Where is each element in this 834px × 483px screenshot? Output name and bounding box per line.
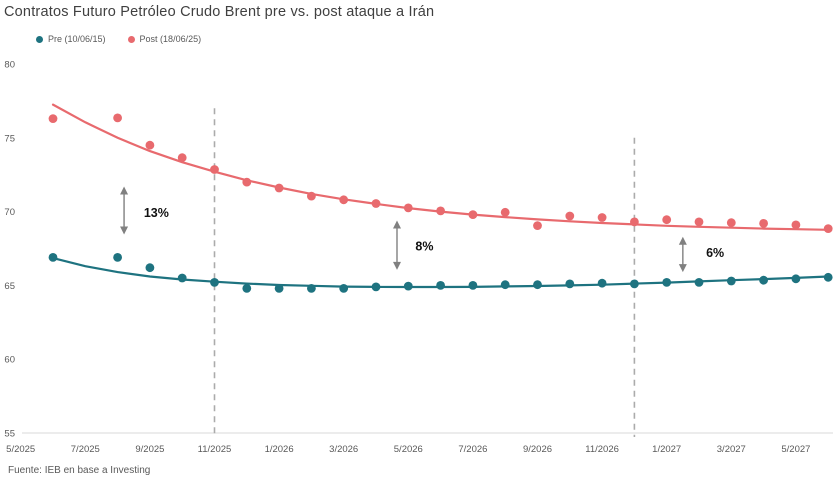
data-point-post — [630, 217, 639, 227]
data-point-pre — [533, 280, 542, 290]
data-point-post — [210, 165, 219, 174]
x-tick-label: 7/2026 — [458, 444, 487, 455]
data-point-post — [177, 153, 187, 163]
data-point-post — [694, 217, 704, 227]
spread-label-1: 13% — [144, 206, 169, 220]
spread-label-2: 8% — [415, 239, 433, 253]
data-point-pre — [565, 279, 575, 289]
x-tick-label: 9/2026 — [523, 444, 552, 455]
x-tick-label: 3/2027 — [717, 444, 746, 455]
data-point-post — [500, 207, 510, 217]
source-note: Fuente: IEB en base a Investing — [8, 465, 151, 476]
spread-arrow-up-icon — [678, 236, 687, 245]
x-tick-label: 7/2025 — [71, 444, 100, 455]
data-point-post — [48, 114, 58, 123]
y-tick-label: 75 — [4, 133, 15, 144]
data-point-pre — [791, 274, 801, 284]
data-point-pre — [210, 278, 219, 287]
legend-marker-post-icon — [127, 35, 135, 43]
y-tick-label: 65 — [4, 281, 15, 292]
data-point-post — [145, 140, 155, 150]
data-point-post — [436, 206, 445, 216]
data-point-post — [403, 203, 413, 213]
data-point-post — [468, 210, 478, 220]
data-point-pre — [436, 281, 445, 290]
spread-arrow-down-icon — [678, 264, 687, 273]
data-point-pre — [468, 281, 478, 290]
x-tick-label: 5/2026 — [394, 444, 423, 455]
legend-marker-pre-icon — [36, 35, 43, 43]
data-point-pre — [307, 284, 316, 293]
data-point-pre — [48, 253, 58, 262]
spread-arrow-down-icon — [120, 226, 129, 235]
y-tick-label: 55 — [4, 429, 15, 440]
y-tick-label: 70 — [4, 207, 15, 218]
data-point-post — [597, 213, 607, 222]
data-point-post — [307, 191, 316, 201]
chart-title: Contratos Futuro Petróleo Crudo Brent pr… — [4, 4, 435, 20]
x-tick-label: 11/2026 — [585, 444, 619, 455]
x-tick-label: 3/2026 — [329, 444, 358, 455]
x-tick-label: 5/2025 — [6, 444, 35, 455]
x-tick-label: 1/2026 — [265, 444, 294, 455]
data-point-pre — [597, 278, 607, 288]
chart-legend: Pre (10/06/15) Post (18/06/25) — [36, 34, 201, 44]
x-tick-label: 11/2025 — [198, 444, 232, 455]
data-point-post — [242, 177, 252, 187]
data-point-pre — [662, 278, 672, 287]
legend-item-post: Post (18/06/25) — [127, 34, 202, 44]
data-point-pre — [145, 263, 155, 273]
y-tick-label: 80 — [4, 60, 15, 71]
data-point-pre — [339, 284, 349, 293]
x-tick-label: 5/2027 — [781, 444, 810, 455]
data-point-pre — [726, 276, 736, 286]
data-point-pre — [177, 273, 187, 283]
spread-label-3: 6% — [706, 246, 724, 260]
data-point-post — [533, 221, 542, 231]
legend-label-pre: Pre (10/06/15) — [48, 34, 106, 44]
data-point-post — [339, 195, 349, 205]
data-point-pre — [823, 272, 833, 282]
data-point-pre — [113, 253, 122, 262]
data-point-post — [565, 211, 575, 221]
data-point-post — [274, 183, 284, 193]
data-point-pre — [242, 284, 252, 293]
data-point-post — [113, 113, 122, 123]
data-point-post — [726, 218, 736, 228]
data-point-pre — [274, 284, 284, 293]
data-point-post — [371, 199, 381, 208]
data-point-pre — [759, 275, 768, 285]
spread-arrow-up-icon — [120, 186, 129, 195]
legend-item-pre: Pre (10/06/15) — [36, 34, 106, 44]
x-tick-label: 1/2027 — [652, 444, 681, 455]
data-point-pre — [500, 280, 510, 290]
spread-arrow-up-icon — [392, 220, 401, 229]
data-point-post — [823, 224, 833, 234]
spread-arrow-down-icon — [392, 261, 401, 270]
data-point-post — [791, 220, 801, 230]
data-point-pre — [403, 281, 413, 291]
x-tick-label: 9/2025 — [135, 444, 164, 455]
data-point-pre — [371, 282, 381, 292]
legend-label-post: Post (18/06/25) — [139, 34, 202, 44]
data-point-pre — [630, 279, 639, 289]
data-point-post — [759, 219, 768, 228]
y-tick-label: 60 — [4, 355, 15, 366]
data-point-post — [662, 215, 672, 225]
data-point-pre — [694, 278, 704, 287]
